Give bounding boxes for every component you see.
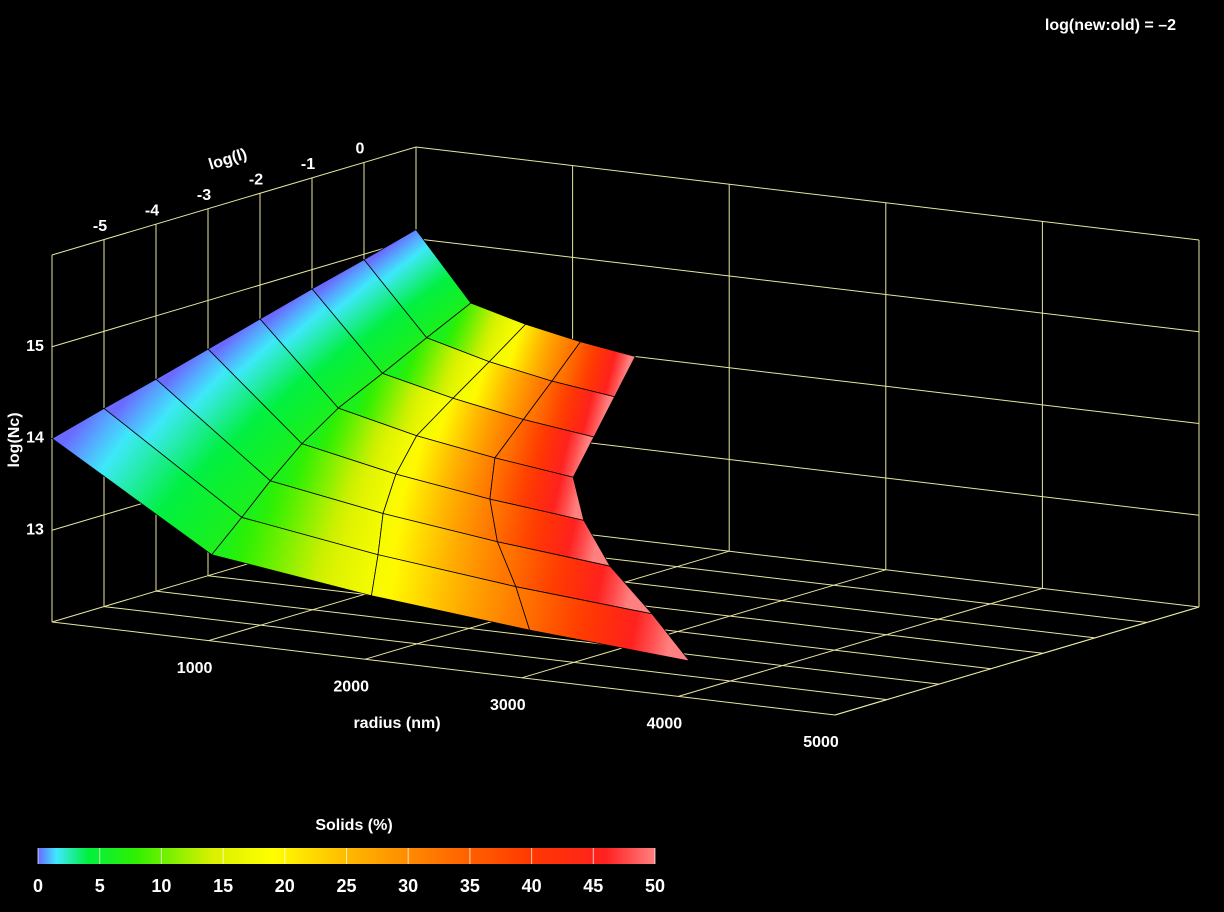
colorbar-tick-label: 20 bbox=[275, 876, 295, 896]
colorbar-tick-label: 40 bbox=[522, 876, 542, 896]
colorbar-tick-label: 30 bbox=[398, 876, 418, 896]
x-tick-label: 5000 bbox=[803, 734, 839, 751]
box-edge bbox=[51, 621, 836, 716]
y-tick-label: -4 bbox=[145, 202, 159, 219]
colorbar-tick-label: 35 bbox=[460, 876, 480, 896]
colorbar-tick-label: 0 bbox=[33, 876, 43, 896]
chart-title: log(new:old) = –2 bbox=[1045, 17, 1176, 34]
grid-line bbox=[415, 238, 1200, 333]
x-axis-label: radius (nm) bbox=[353, 715, 440, 732]
grid-line bbox=[834, 606, 1200, 716]
y-tick-label: 0 bbox=[356, 141, 365, 158]
colorbar-tick-label: 15 bbox=[213, 876, 233, 896]
x-tick-label: 2000 bbox=[333, 678, 369, 695]
colorbar-tick-label: 5 bbox=[95, 876, 105, 896]
grid-line bbox=[521, 569, 886, 679]
colorbar-tick-label: 10 bbox=[151, 876, 171, 896]
z-tick-label: 14 bbox=[26, 430, 44, 447]
colorbar-tick-label: 50 bbox=[645, 876, 665, 896]
grid-line bbox=[103, 606, 888, 701]
y-tick-label: -3 bbox=[197, 187, 211, 204]
y-tick-label: -1 bbox=[301, 156, 315, 173]
x-tick-label: 4000 bbox=[647, 716, 683, 733]
grid-line bbox=[51, 238, 417, 348]
box-edge bbox=[415, 146, 1200, 241]
x-tick-label: 1000 bbox=[177, 660, 213, 677]
surface-patch bbox=[515, 586, 690, 662]
z-tick-label: 13 bbox=[26, 521, 44, 538]
x-tick-label: 3000 bbox=[490, 697, 526, 714]
y-tick-label: -2 bbox=[249, 172, 263, 189]
grid-line bbox=[678, 587, 1043, 697]
colorbar-tick-label: 25 bbox=[336, 876, 356, 896]
box-edge bbox=[51, 146, 417, 256]
colorbar-tick-label: 45 bbox=[583, 876, 603, 896]
z-axis-label: log(Nc) bbox=[6, 412, 23, 467]
grid-line bbox=[155, 590, 940, 685]
y-tick-label: -5 bbox=[93, 218, 107, 235]
colorbar-title: Solids (%) bbox=[315, 817, 392, 834]
z-tick-label: 15 bbox=[26, 338, 44, 355]
